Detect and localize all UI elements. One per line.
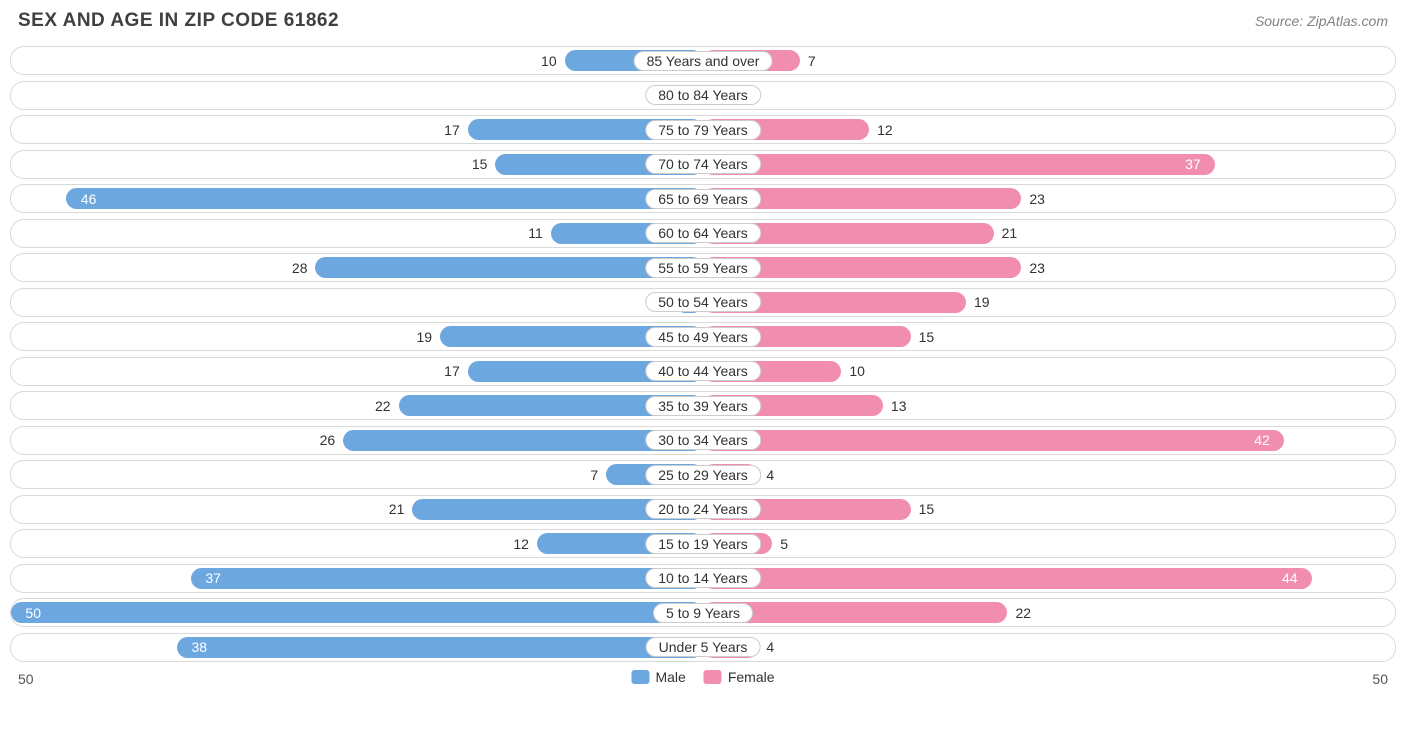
age-label: 15 to 19 Years	[645, 534, 761, 554]
female-bar	[703, 154, 1215, 175]
female-value: 15	[919, 501, 935, 517]
legend-male-label: Male	[655, 669, 685, 685]
age-label: 20 to 24 Years	[645, 499, 761, 519]
age-label: Under 5 Years	[646, 637, 761, 657]
chart-title: SEX AND AGE IN ZIP CODE 61862	[18, 10, 339, 32]
age-row: 0080 to 84 Years	[10, 81, 1396, 110]
chart-header: SEX AND AGE IN ZIP CODE 61862 Source: Zi…	[0, 10, 1406, 40]
female-bar	[703, 430, 1284, 451]
age-label: 25 to 29 Years	[645, 465, 761, 485]
female-value: 37	[1185, 156, 1201, 172]
male-value: 15	[472, 156, 488, 172]
male-bar	[191, 568, 703, 589]
age-row: 21950 to 54 Years	[10, 288, 1396, 317]
female-value: 21	[1002, 225, 1018, 241]
age-row: 7 4 25 to 29 Years	[10, 460, 1396, 489]
male-value: 38	[192, 639, 208, 655]
female-value: 15	[919, 329, 935, 345]
female-value: 23	[1029, 260, 1045, 276]
age-row: 12 5 15 to 19 Years	[10, 529, 1396, 558]
age-label: 45 to 49 Years	[645, 327, 761, 347]
female-value: 22	[1015, 605, 1031, 621]
age-label: 65 to 69 Years	[645, 189, 761, 209]
female-value: 12	[877, 122, 893, 138]
age-label: 35 to 39 Years	[645, 396, 761, 416]
male-value: 19	[416, 329, 432, 345]
population-pyramid: 10 7 85 Years and over 0080 to 84 Years 17 12…	[0, 40, 1406, 662]
male-value: 21	[389, 501, 405, 517]
age-row: 21 15 20 to 24 Years	[10, 495, 1396, 524]
age-label: 10 to 14 Years	[645, 568, 761, 588]
age-row: 19 15 45 to 49 Years	[10, 322, 1396, 351]
age-row: 15 37 70 to 74 Years	[10, 150, 1396, 179]
age-label: 60 to 64 Years	[645, 223, 761, 243]
male-value: 50	[25, 605, 41, 621]
female-value: 19	[974, 294, 990, 310]
age-label: 75 to 79 Years	[645, 120, 761, 140]
male-bar	[177, 637, 703, 658]
male-swatch	[631, 670, 649, 684]
age-label: 40 to 44 Years	[645, 361, 761, 381]
age-row: 46 23 65 to 69 Years	[10, 184, 1396, 213]
male-value: 46	[81, 191, 97, 207]
age-row: 10 7 85 Years and over	[10, 46, 1396, 75]
male-value: 17	[444, 363, 460, 379]
female-value: 42	[1254, 432, 1270, 448]
chart-footer: 50 Male Female 50	[0, 667, 1406, 697]
age-row: 26 42 30 to 34 Years	[10, 426, 1396, 455]
male-value: 22	[375, 398, 391, 414]
male-value: 26	[320, 432, 336, 448]
female-bar	[703, 568, 1312, 589]
age-row: 11 21 60 to 64 Years	[10, 219, 1396, 248]
axis-max-left: 50	[18, 671, 34, 687]
male-bar	[66, 188, 703, 209]
age-label: 50 to 54 Years	[645, 292, 761, 312]
male-value: 37	[205, 570, 221, 586]
age-row: 28 23 55 to 59 Years	[10, 253, 1396, 282]
age-row: 22 13 35 to 39 Years	[10, 391, 1396, 420]
legend-male: Male	[631, 669, 685, 685]
age-label: 70 to 74 Years	[645, 154, 761, 174]
female-value: 10	[849, 363, 865, 379]
legend-female-label: Female	[728, 669, 775, 685]
female-value: 13	[891, 398, 907, 414]
female-value: 44	[1282, 570, 1298, 586]
male-value: 17	[444, 122, 460, 138]
male-value: 10	[541, 53, 557, 69]
age-label: 30 to 34 Years	[645, 430, 761, 450]
female-value: 4	[766, 467, 774, 483]
male-bar	[11, 602, 703, 623]
male-value: 7	[590, 467, 598, 483]
female-value: 5	[780, 536, 788, 552]
age-row: 37 44 10 to 14 Years	[10, 564, 1396, 593]
age-row: 50 22 5 to 9 Years	[10, 598, 1396, 627]
age-label: 5 to 9 Years	[653, 603, 753, 623]
female-value: 4	[766, 639, 774, 655]
female-value: 7	[808, 53, 816, 69]
legend: Male Female	[631, 669, 774, 685]
female-value: 23	[1029, 191, 1045, 207]
age-label: 80 to 84 Years	[645, 85, 761, 105]
female-swatch	[704, 670, 722, 684]
male-value: 12	[513, 536, 529, 552]
age-row: 17 10 40 to 44 Years	[10, 357, 1396, 386]
male-value: 28	[292, 260, 308, 276]
age-label: 55 to 59 Years	[645, 258, 761, 278]
male-value: 11	[528, 225, 543, 241]
chart-source: Source: ZipAtlas.com	[1255, 13, 1388, 29]
age-label: 85 Years and over	[634, 51, 773, 71]
age-row: 17 12 75 to 79 Years	[10, 115, 1396, 144]
axis-max-right: 50	[1372, 671, 1388, 687]
legend-female: Female	[704, 669, 775, 685]
age-row: 38 4 Under 5 Years	[10, 633, 1396, 662]
